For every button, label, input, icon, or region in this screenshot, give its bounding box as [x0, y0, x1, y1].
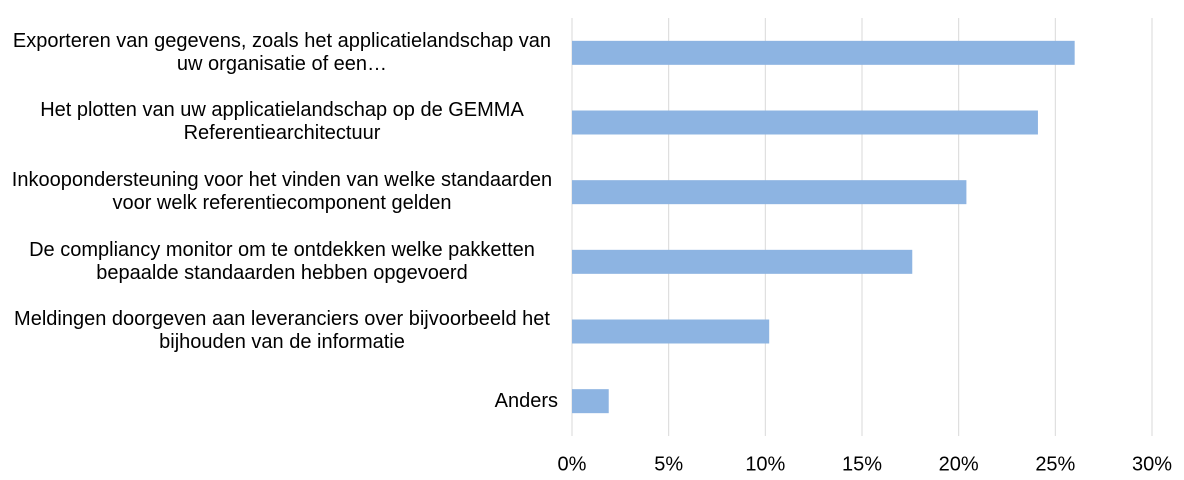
x-tick-label: 20% [939, 453, 979, 475]
category-label-box: Het plotten van uw applicatielandschap o… [0, 88, 558, 158]
bar [572, 180, 967, 205]
y-tick-label: Anders [494, 389, 558, 412]
x-tick-label: 5% [654, 453, 683, 475]
x-tick-label: 30% [1132, 453, 1172, 475]
category-label-box: De compliancy monitor om te ontdekken we… [0, 227, 558, 297]
category-label-box: Inkoopondersteuning voor het vinden van … [0, 157, 558, 227]
x-tick-label: 0% [558, 453, 587, 475]
bar [572, 110, 1038, 135]
category-label-box: Exporteren van gegevens, zoals het appli… [0, 18, 558, 88]
bar [572, 40, 1075, 65]
bar [572, 389, 609, 414]
bar [572, 319, 770, 344]
y-tick-label: De compliancy monitor om te ontdekken we… [29, 238, 535, 284]
y-tick-label: Meldingen doorgeven aan leveranciers ove… [14, 308, 550, 354]
y-tick-label: Inkoopondersteuning voor het vinden van … [11, 169, 553, 215]
y-tick-label: Het plotten van uw applicatielandschap o… [40, 99, 524, 145]
category-label-box: Meldingen doorgeven aan leveranciers ove… [0, 297, 558, 367]
x-tick-label: 15% [842, 453, 882, 475]
category-label-box: Anders [0, 366, 558, 436]
bar [572, 249, 913, 274]
x-tick-label: 25% [1035, 453, 1075, 475]
y-tick-label: Exporteren van gegevens, zoals het appli… [12, 29, 552, 75]
x-tick-label: 10% [745, 453, 785, 475]
